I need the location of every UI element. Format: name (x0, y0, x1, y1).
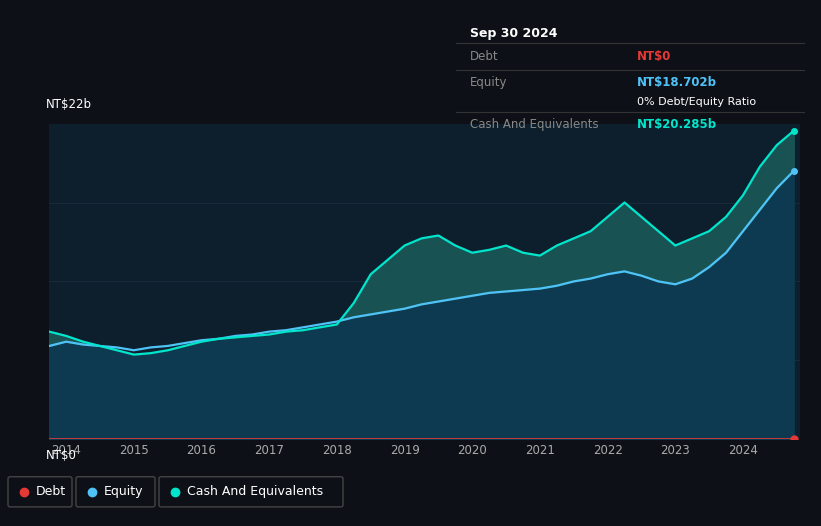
Text: NT$0: NT$0 (45, 449, 76, 462)
Text: NT$0: NT$0 (637, 50, 672, 63)
Text: 0% Debt/Equity Ratio: 0% Debt/Equity Ratio (637, 97, 756, 107)
Text: Cash And Equivalents: Cash And Equivalents (187, 485, 323, 498)
Text: Equity: Equity (470, 76, 507, 89)
Text: NT$18.702b: NT$18.702b (637, 76, 717, 89)
FancyBboxPatch shape (159, 477, 343, 507)
FancyBboxPatch shape (76, 477, 155, 507)
Text: Cash And Equivalents: Cash And Equivalents (470, 118, 599, 131)
Text: Sep 30 2024: Sep 30 2024 (470, 27, 557, 39)
Text: NT$20.285b: NT$20.285b (637, 118, 718, 131)
FancyBboxPatch shape (8, 477, 72, 507)
Text: Debt: Debt (36, 485, 67, 498)
Text: Debt: Debt (470, 50, 498, 63)
Text: Equity: Equity (104, 485, 144, 498)
Text: NT$22b: NT$22b (45, 98, 91, 111)
